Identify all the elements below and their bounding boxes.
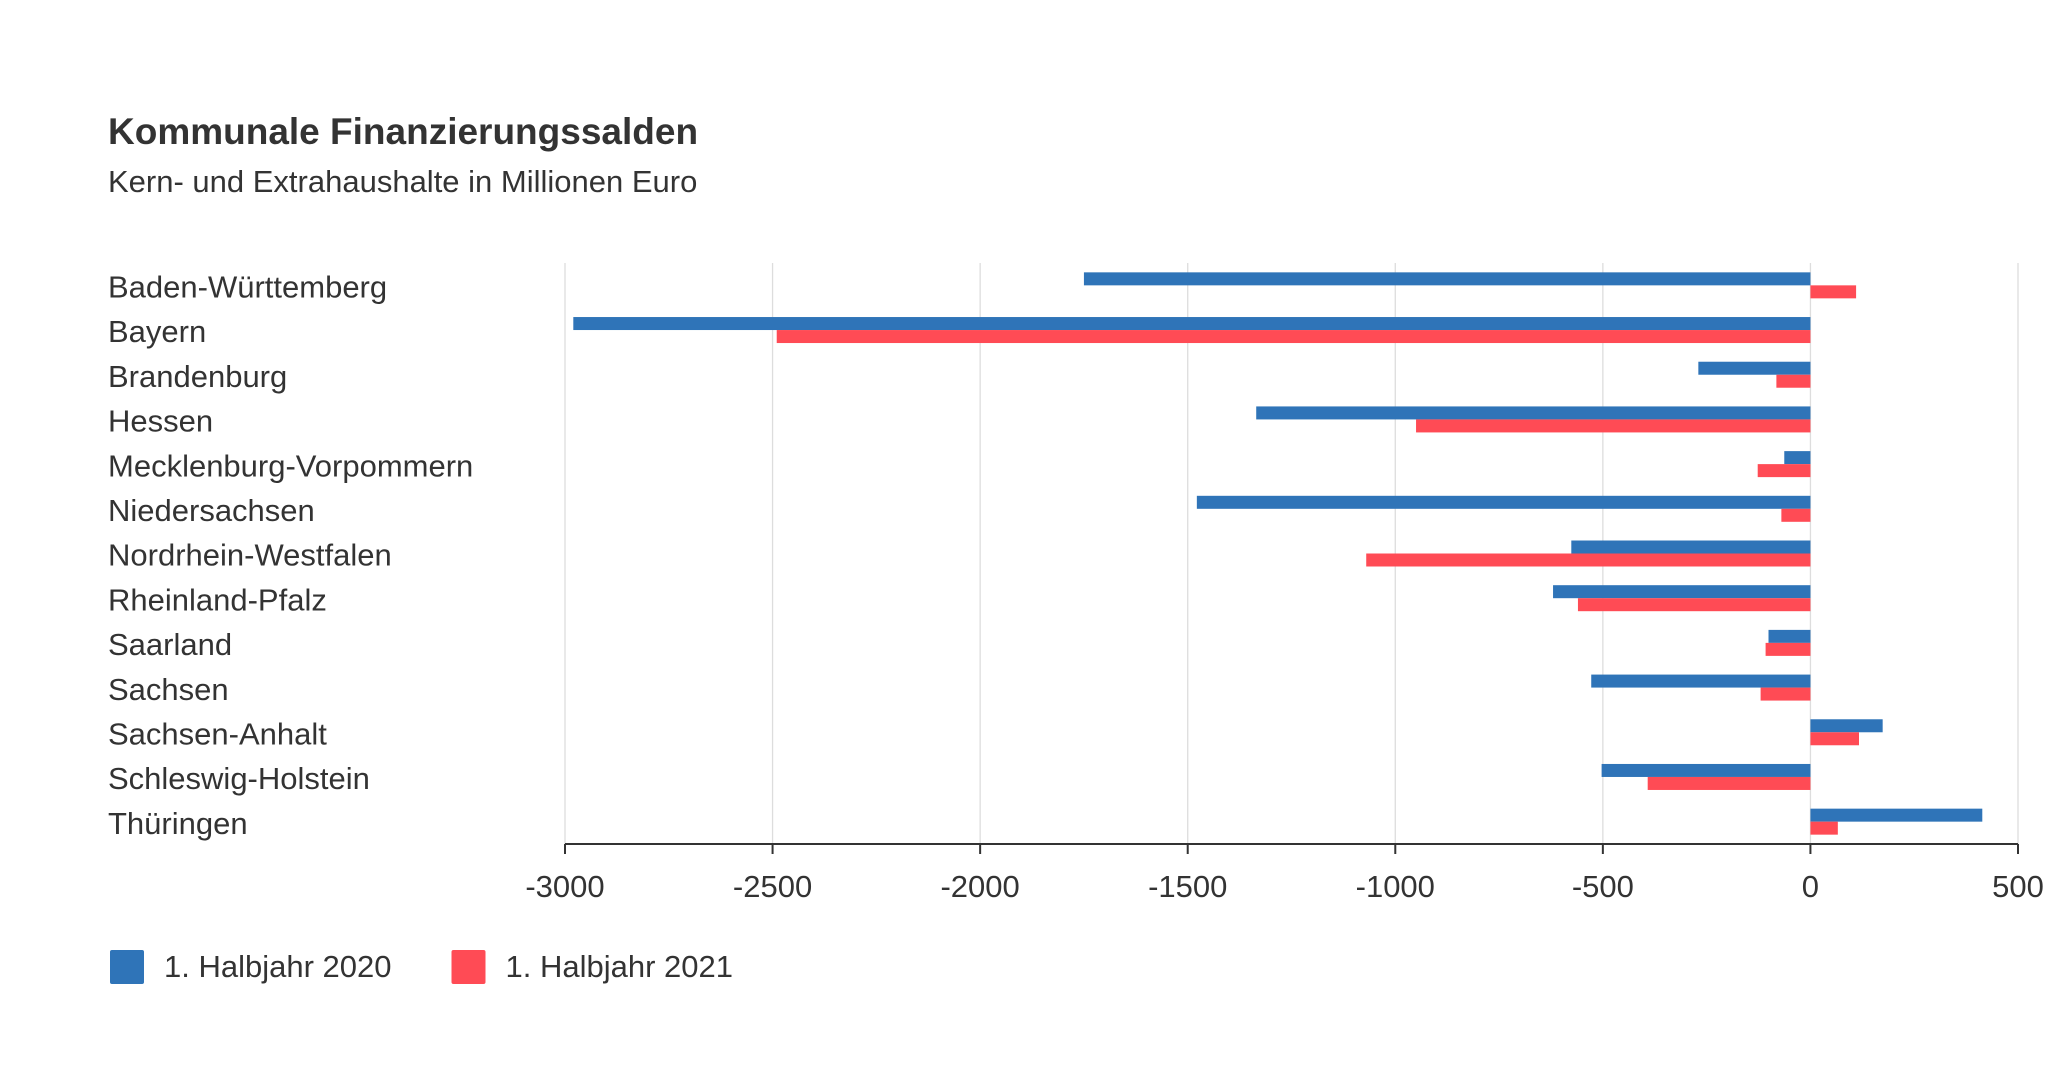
y-tick-label: Schleswig-Holstein	[108, 761, 370, 796]
bar	[1757, 464, 1811, 478]
bar	[1196, 495, 1811, 509]
bar	[1810, 808, 1983, 822]
y-tick-label: Mecklenburg-Vorpommern	[108, 448, 473, 483]
bar	[1256, 406, 1811, 420]
y-tick-label: Sachsen	[108, 672, 229, 707]
bar	[1810, 732, 1860, 746]
x-tick-label: 0	[1802, 869, 1819, 904]
bar	[1698, 361, 1811, 375]
x-tick-label: -2500	[733, 869, 812, 904]
bar	[1601, 763, 1811, 777]
bar	[1810, 821, 1838, 835]
x-tick-label: -1000	[1356, 869, 1435, 904]
y-tick-label: Bayern	[108, 314, 206, 349]
chart-title: Kommunale Finanzierungssalden	[108, 111, 698, 152]
bar	[1760, 687, 1811, 701]
x-tick-label: -2000	[940, 869, 1019, 904]
bar	[1765, 642, 1811, 656]
y-tick-label: Brandenburg	[108, 359, 287, 394]
bar	[1083, 272, 1811, 286]
bar	[1768, 629, 1811, 643]
legend-swatch	[110, 950, 144, 984]
x-tick-label: 500	[1992, 869, 2044, 904]
bar	[1591, 674, 1811, 688]
y-tick-label: Baden-Württemberg	[108, 270, 387, 305]
bar	[1416, 419, 1811, 433]
bar	[1571, 540, 1811, 554]
bar	[1577, 598, 1811, 612]
bar	[1647, 776, 1811, 790]
x-tick-label: -500	[1572, 869, 1634, 904]
legend-label: 1. Halbjahr 2020	[164, 949, 392, 984]
y-tick-label: Niedersachsen	[108, 493, 315, 528]
bar	[573, 317, 1811, 331]
y-tick-label: Nordrhein-Westfalen	[108, 538, 392, 573]
chart-subtitle: Kern- und Extrahaushalte in Millionen Eu…	[108, 164, 697, 199]
y-tick-label: Saarland	[108, 627, 232, 662]
y-tick-label: Sachsen-Anhalt	[108, 716, 327, 751]
bar	[1781, 508, 1811, 522]
bar	[1366, 553, 1811, 567]
bar	[1810, 285, 1857, 299]
legend-swatch	[451, 950, 486, 984]
bar	[1810, 719, 1883, 733]
bar	[1784, 451, 1811, 465]
x-tick-label: -3000	[525, 869, 604, 904]
x-tick-label: -1500	[1148, 869, 1227, 904]
y-tick-label: Hessen	[108, 404, 213, 439]
y-tick-label: Thüringen	[108, 806, 248, 841]
bar	[1776, 374, 1811, 388]
bar	[776, 330, 1811, 344]
y-tick-label: Rheinland-Pfalz	[108, 582, 327, 617]
legend-label: 1. Halbjahr 2021	[506, 949, 734, 984]
bar	[1553, 585, 1811, 599]
